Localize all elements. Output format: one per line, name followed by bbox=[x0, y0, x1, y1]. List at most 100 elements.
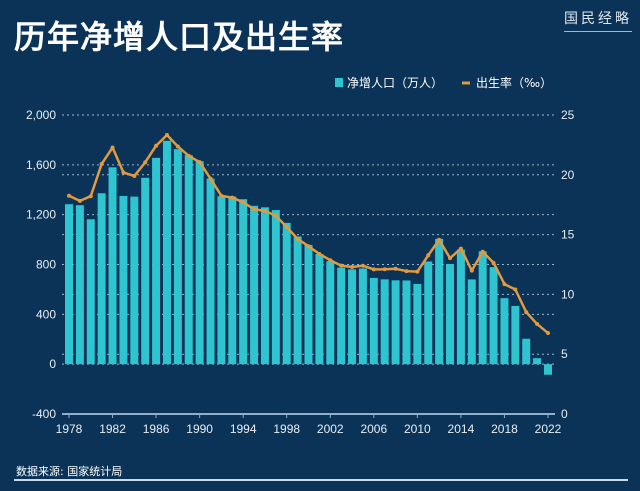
x-tick-label: 2014 bbox=[448, 422, 475, 436]
x-tick-label: 2006 bbox=[360, 422, 387, 436]
bar-1984 bbox=[130, 196, 139, 365]
birth-rate-point-2002 bbox=[328, 258, 333, 263]
birth-rate-point-2004 bbox=[350, 265, 355, 270]
bar-1992 bbox=[217, 196, 226, 365]
birth-rate-point-2016 bbox=[480, 249, 485, 254]
x-tick-label: 2022 bbox=[535, 422, 562, 436]
data-source: 数据来源: 国家统计局 bbox=[16, 465, 123, 478]
bar-1982 bbox=[108, 167, 117, 365]
bar-2004 bbox=[348, 269, 357, 365]
birth-rate-point-1979 bbox=[77, 198, 82, 203]
y-right-tick-label: 10 bbox=[561, 287, 575, 301]
bar-2011 bbox=[424, 261, 433, 365]
birth-rate-point-1991 bbox=[208, 176, 213, 181]
bar-2013 bbox=[446, 264, 455, 365]
footer-divider bbox=[14, 479, 628, 481]
x-tick-label: 1986 bbox=[143, 422, 170, 436]
bar-2010 bbox=[413, 283, 422, 365]
x-tick-label: 1994 bbox=[230, 422, 257, 436]
bar-2006 bbox=[369, 277, 378, 365]
x-tick-label: 2018 bbox=[491, 422, 518, 436]
bar-1979 bbox=[75, 205, 84, 365]
birth-rate-point-2020 bbox=[524, 310, 529, 315]
birth-rate-point-1990 bbox=[197, 160, 202, 165]
bar-2020 bbox=[522, 338, 531, 365]
y-left-tick-label: 2,000 bbox=[26, 108, 56, 122]
birth-rate-point-2021 bbox=[535, 322, 540, 327]
x-tick-label: 2010 bbox=[404, 422, 431, 436]
birth-rate-point-1998 bbox=[284, 224, 289, 229]
y-left-tick-label: -400 bbox=[32, 407, 56, 421]
birth-rate-point-2003 bbox=[339, 263, 344, 268]
x-tick-label: 1990 bbox=[186, 422, 213, 436]
y-right-tick-label: 15 bbox=[561, 228, 575, 242]
bar-2003 bbox=[337, 267, 346, 365]
birth-rate-point-2010 bbox=[415, 269, 420, 274]
bar-1990 bbox=[195, 161, 204, 365]
birth-rate-point-1988 bbox=[175, 144, 180, 149]
birth-rate-point-1995 bbox=[252, 207, 257, 212]
birth-rate-point-2011 bbox=[426, 253, 431, 258]
birth-rate-point-1983 bbox=[121, 170, 126, 175]
birth-rate-point-1996 bbox=[262, 208, 267, 213]
bar-1995 bbox=[250, 205, 259, 365]
y-left-tick-label: 800 bbox=[36, 258, 56, 272]
bar-2014 bbox=[456, 249, 465, 365]
bar-1981 bbox=[97, 193, 106, 365]
birth-rate-point-2001 bbox=[317, 251, 322, 256]
bar-2002 bbox=[326, 261, 335, 365]
bar-1978 bbox=[65, 204, 73, 365]
y-right-tick-label: 20 bbox=[561, 168, 575, 182]
x-tick-label: 1978 bbox=[56, 422, 83, 436]
bar-1985 bbox=[141, 177, 150, 365]
y-right-tick-label: 5 bbox=[561, 347, 568, 361]
birth-rate-point-2018 bbox=[502, 282, 507, 287]
y-left-tick-label: 1,600 bbox=[26, 158, 56, 172]
birth-rate-point-2012 bbox=[437, 237, 442, 242]
birth-rate-point-1982 bbox=[110, 145, 115, 150]
birth-rate-point-1985 bbox=[143, 160, 148, 165]
birth-rate-point-2019 bbox=[513, 287, 518, 292]
legend-bar-swatch bbox=[335, 78, 343, 87]
bar-1987 bbox=[162, 140, 171, 365]
bar-1996 bbox=[260, 207, 269, 365]
birth-rate-point-1994 bbox=[241, 200, 246, 205]
y-left-tick-label: 1,200 bbox=[26, 208, 56, 222]
bar-1989 bbox=[184, 155, 193, 365]
birth-rate-point-2022 bbox=[546, 331, 550, 336]
bar-1999 bbox=[293, 236, 302, 365]
birth-rate-point-2006 bbox=[371, 267, 376, 272]
birth-rate-point-2000 bbox=[306, 244, 311, 249]
bar-2005 bbox=[358, 268, 367, 365]
bar-1991 bbox=[206, 178, 215, 365]
birth-rate-point-2013 bbox=[448, 256, 453, 261]
chart-title: 历年净增人口及出生率 bbox=[14, 18, 345, 56]
bar-2017 bbox=[489, 267, 498, 365]
birth-rate-point-1999 bbox=[295, 236, 300, 241]
x-tick-label: 1998 bbox=[273, 422, 300, 436]
bar-2012 bbox=[435, 238, 444, 365]
birth-rate-point-2017 bbox=[491, 260, 496, 265]
bar-2001 bbox=[315, 254, 324, 365]
birth-rate-point-1978 bbox=[67, 193, 71, 198]
birth-rate-point-1992 bbox=[219, 193, 224, 198]
birth-rate-point-1986 bbox=[154, 143, 159, 148]
bar-1988 bbox=[173, 149, 182, 365]
bar-2022 bbox=[544, 364, 552, 375]
bar-1993 bbox=[228, 196, 237, 365]
y-left-tick-label: 0 bbox=[49, 357, 56, 371]
bar-2018 bbox=[500, 298, 509, 365]
bar-1994 bbox=[239, 199, 248, 365]
bar-1997 bbox=[271, 210, 280, 365]
birth-rate-point-2008 bbox=[393, 266, 398, 271]
x-tick-label: 2002 bbox=[317, 422, 344, 436]
birth-rate-point-1989 bbox=[186, 153, 191, 158]
birth-rate-point-2015 bbox=[469, 268, 474, 273]
x-tick-label: 1982 bbox=[99, 422, 126, 436]
bar-1998 bbox=[282, 222, 291, 365]
birth-rate-point-1980 bbox=[88, 194, 93, 199]
bar-1983 bbox=[119, 195, 128, 365]
birth-rate-point-2009 bbox=[404, 269, 409, 274]
bar-2016 bbox=[478, 251, 487, 365]
